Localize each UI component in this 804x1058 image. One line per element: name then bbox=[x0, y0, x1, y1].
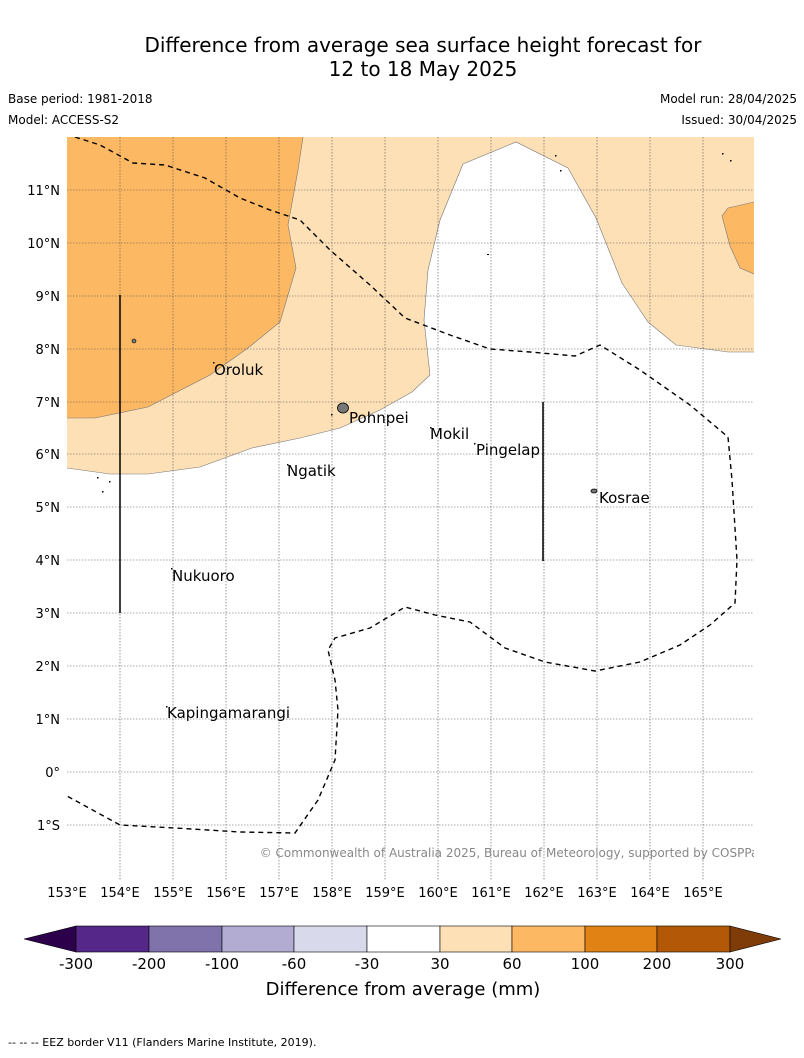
lat-label: 10°N bbox=[27, 237, 60, 252]
colorbar-tick: 300 bbox=[716, 955, 745, 973]
colorbar-extend-high bbox=[729, 925, 782, 953]
lon-label: 153°E bbox=[47, 886, 87, 901]
lon-label: 159°E bbox=[365, 886, 405, 901]
lat-label: 9°N bbox=[36, 290, 61, 305]
colorbar-tick: -200 bbox=[132, 955, 166, 973]
place-label-mokil: Mokil bbox=[430, 425, 469, 443]
island-marker bbox=[131, 338, 137, 344]
base-period: Base period: 1981-2018 bbox=[8, 92, 153, 106]
title-line-1: Difference from average sea surface heig… bbox=[144, 33, 702, 57]
colorbar-tick: 60 bbox=[502, 955, 521, 973]
title-line-2: 12 to 18 May 2025 bbox=[328, 57, 518, 81]
place-label-oroluk: Oroluk bbox=[214, 361, 263, 379]
place-label-pohnpei: Pohnpei bbox=[349, 409, 409, 427]
lon-label: 160°E bbox=[418, 886, 458, 901]
longitude-labels: 153°E 154°E 155°E 156°E 157°E 158°E 159°… bbox=[47, 886, 723, 901]
colorbar-segment bbox=[584, 925, 658, 953]
colorbar-segment bbox=[511, 925, 586, 953]
colorbar-segment bbox=[75, 925, 150, 953]
colorbar-segment bbox=[221, 925, 295, 953]
lon-label: 154°E bbox=[100, 886, 140, 901]
colorbar-tick: 100 bbox=[571, 955, 600, 973]
place-label-kapingamarangi: Kapingamarangi bbox=[167, 704, 290, 722]
issued-date: Issued: 30/04/2025 bbox=[681, 113, 797, 127]
colorbar-segment bbox=[439, 925, 513, 953]
lon-label: 161°E bbox=[471, 886, 511, 901]
contour-lines bbox=[67, 137, 754, 475]
colorbar-extend-low bbox=[23, 925, 77, 953]
place-label-pingelap: Pingelap bbox=[476, 441, 540, 459]
copyright-credit: © Commonwealth of Australia 2025, Bureau… bbox=[260, 846, 765, 860]
place-label-nukuoro: Nukuoro bbox=[172, 567, 235, 585]
lat-label: 1°S bbox=[37, 819, 60, 834]
eez-border bbox=[67, 137, 738, 834]
anomaly-60-100-region-west bbox=[67, 137, 303, 418]
map-title: Difference from average sea surface heig… bbox=[0, 33, 804, 81]
model-run: Model run: 28/04/2025 bbox=[659, 92, 797, 106]
map-area: Oroluk Pohnpei Mokil Pingelap Ngatik Kos… bbox=[67, 137, 765, 880]
small-island-dots bbox=[97, 153, 732, 708]
lon-label: 158°E bbox=[312, 886, 352, 901]
lat-label: 11°N bbox=[27, 184, 60, 199]
lat-label: 3°N bbox=[36, 607, 61, 622]
colorbar-tick: -100 bbox=[205, 955, 239, 973]
lon-label: 165°E bbox=[683, 886, 723, 901]
colorbar-segment bbox=[293, 925, 368, 953]
colorbar-tick: 30 bbox=[430, 955, 449, 973]
lon-label: 156°E bbox=[206, 886, 246, 901]
colorbar: -300 -200 -100 -60 -30 30 60 100 200 300… bbox=[23, 925, 782, 1000]
lat-label: 7°N bbox=[36, 396, 61, 411]
colorbar-title: Difference from average (mm) bbox=[266, 979, 541, 1000]
anomaly-60-100-region-east bbox=[722, 202, 754, 274]
pohnpei-island bbox=[337, 402, 349, 414]
model-name: Model: ACCESS-S2 bbox=[8, 113, 120, 127]
kosrae-island bbox=[590, 488, 598, 494]
lat-label: 2°N bbox=[36, 660, 61, 675]
lon-label: 155°E bbox=[153, 886, 193, 901]
lat-label: 6°N bbox=[36, 448, 61, 463]
lat-label: 5°N bbox=[36, 501, 61, 516]
eez-footnote: -- -- -- EEZ border V11 (Flanders Marine… bbox=[8, 1036, 317, 1049]
colorbar-tick: -30 bbox=[355, 955, 380, 973]
lon-label: 163°E bbox=[577, 886, 617, 901]
lon-label: 162°E bbox=[524, 886, 564, 901]
colorbar-segment bbox=[656, 925, 731, 953]
colorbar-tick: 200 bbox=[643, 955, 672, 973]
colorbar-tick: -300 bbox=[59, 955, 93, 973]
lon-label: 164°E bbox=[630, 886, 670, 901]
colorbar-segment bbox=[366, 925, 441, 953]
colorbar-tick: -60 bbox=[282, 955, 307, 973]
latitude-labels: 11°N 10°N 9°N 8°N 7°N 6°N 5°N 4°N 3°N 2°… bbox=[27, 184, 60, 834]
lat-label: 0° bbox=[45, 766, 60, 781]
map-figure: Oroluk Pohnpei Mokil Pingelap Ngatik Kos… bbox=[23, 137, 782, 1000]
gridlines bbox=[67, 137, 754, 880]
lat-label: 8°N bbox=[36, 343, 61, 358]
lat-label: 1°N bbox=[36, 713, 61, 728]
place-label-kosrae: Kosrae bbox=[599, 489, 650, 507]
place-label-ngatik: Ngatik bbox=[287, 462, 336, 480]
lat-label: 4°N bbox=[36, 554, 61, 569]
colorbar-segment bbox=[148, 925, 223, 953]
lon-label: 157°E bbox=[259, 886, 299, 901]
